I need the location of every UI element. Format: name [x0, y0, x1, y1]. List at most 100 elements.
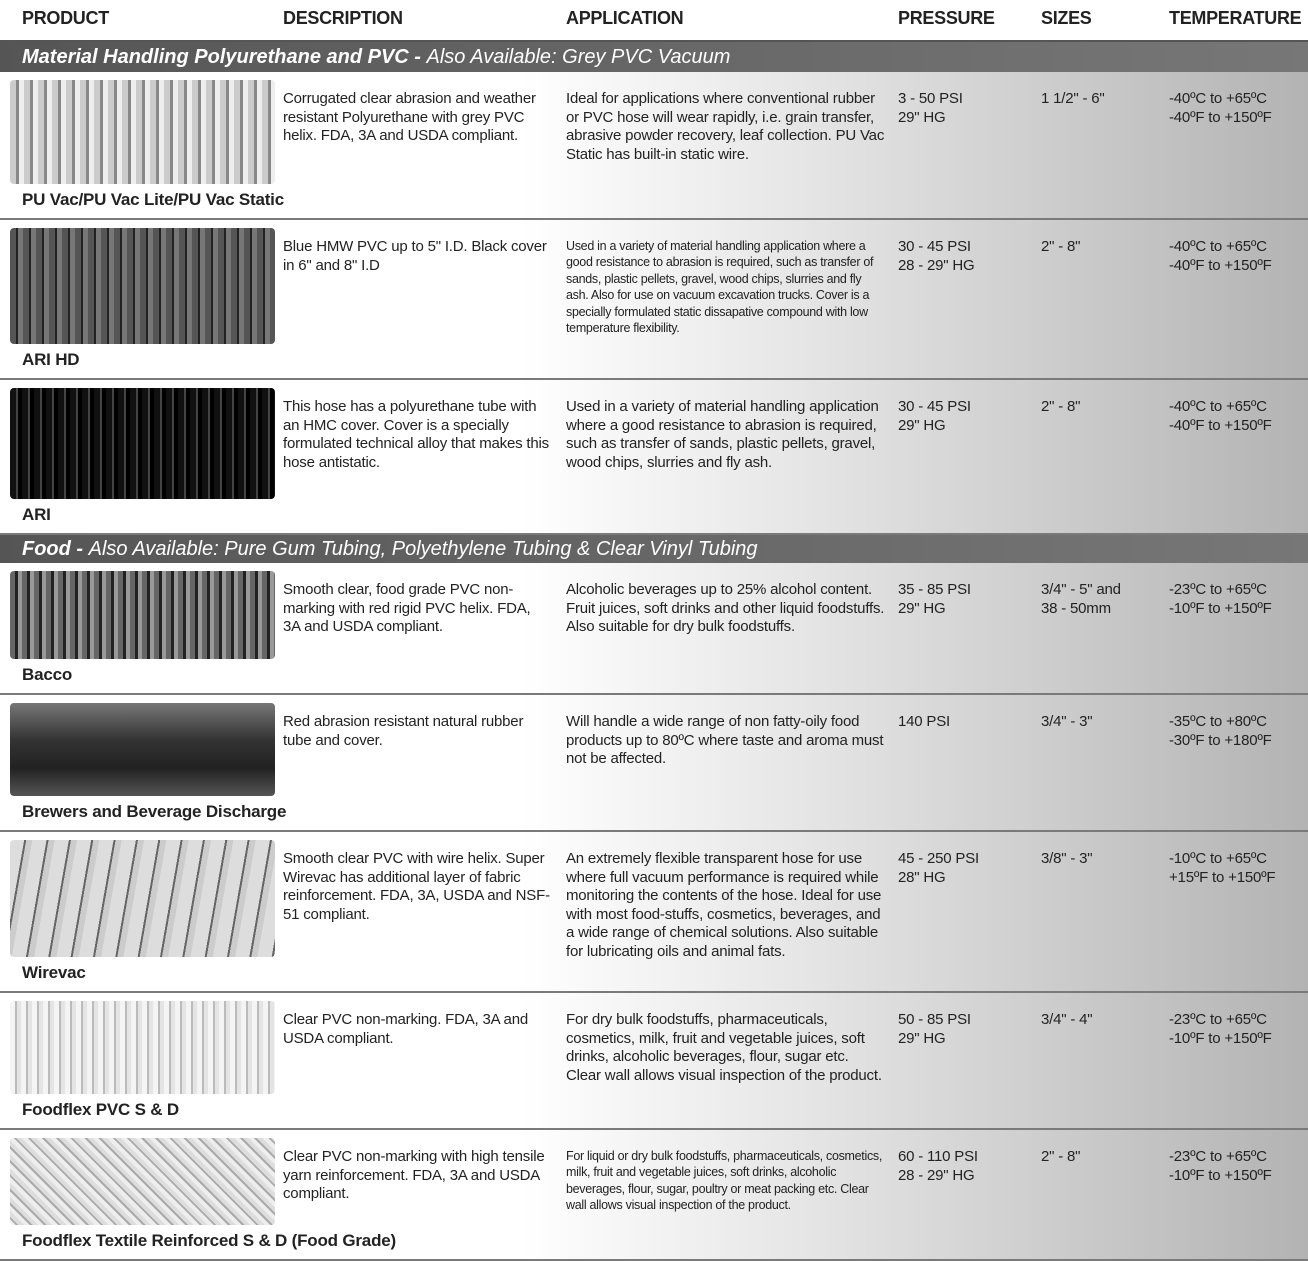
pressure-line: 29" HG [898, 1029, 946, 1047]
hose-image [10, 703, 275, 796]
sizes-line: 2" - 8" [1041, 1148, 1081, 1165]
sizes-line: 3/8" - 3" [1041, 850, 1093, 867]
sizes: 3/4" - 5" and 38 - 50mm [1041, 581, 1161, 618]
temperature-line: -10ºF to +150ºF [1169, 1029, 1272, 1047]
product-name: Wirevac [22, 963, 86, 982]
product-name: PU Vac/PU Vac Lite/PU Vac Static [22, 190, 284, 209]
product-row: PU Vac/PU Vac Lite/PU Vac Static Corrugat… [0, 72, 1308, 220]
product-name: Bacco [22, 665, 73, 684]
sizes: 3/4" - 3" [1041, 713, 1161, 732]
temperature: -23ºC to +65ºC -10ºF to +150ºF [1169, 581, 1304, 618]
column-header: SIZES [1041, 8, 1092, 28]
application: Used in a variety of material handling a… [566, 398, 879, 471]
temperature-line: -23ºC to +65ºC [1169, 581, 1267, 598]
application: Ideal for applications where conventiona… [566, 90, 885, 163]
temperature-line: -23ºC to +65ºC [1169, 1011, 1267, 1028]
description: This hose has a polyurethane tube with a… [283, 398, 549, 471]
sizes-line: 1 1/2" - 6" [1041, 90, 1105, 107]
pressure-line: 28" HG [898, 868, 946, 886]
temperature: -35ºC to +80ºC -30ºF to +180ºF [1169, 713, 1304, 750]
temperature-line: -40ºC to +65ºC [1169, 238, 1267, 255]
sizes-line: 3/4" - 5" and [1041, 581, 1121, 598]
pressure-line: 35 - 85 PSI [898, 581, 971, 598]
temperature: -40ºC to +65ºC -40ºF to +150ºF [1169, 238, 1304, 275]
product-name: Brewers and Beverage Discharge [22, 802, 287, 821]
pressure-line: 140 PSI [898, 713, 950, 730]
column-header: TEMPERATURE [1169, 8, 1302, 28]
hose-image [10, 80, 275, 184]
description: Clear PVC non-marking. FDA, 3A and USDA … [283, 1011, 528, 1047]
temperature-line: -30ºF to +180ºF [1169, 731, 1272, 749]
hose-image [10, 571, 275, 659]
section-subtitle: Also Available: Pure Gum Tubing, Polyeth… [88, 538, 758, 560]
product-row: Bacco Smooth clear, food grade PVC non-ma… [0, 563, 1308, 695]
application: An extremely flexible transparent hose f… [566, 850, 882, 960]
product-name: ARI HD [22, 350, 80, 369]
temperature: -23ºC to +65ºC -10ºF to +150ºF [1169, 1011, 1304, 1048]
product-row: Foodflex Textile Reinforced S & D (Food … [0, 1130, 1308, 1261]
temperature-line: -23ºC to +65ºC [1169, 1148, 1267, 1165]
sizes-line: 2" - 8" [1041, 398, 1081, 415]
product-name: Foodflex Textile Reinforced S & D (Food … [22, 1231, 396, 1250]
application: Alcoholic beverages up to 25% alcohol co… [566, 581, 885, 635]
product-name: Foodflex PVC S & D [22, 1100, 179, 1119]
temperature-line: -40ºC to +65ºC [1169, 398, 1267, 415]
product-name: ARI [22, 505, 51, 524]
product-row: Foodflex PVC S & D Clear PVC non-marking.… [0, 993, 1308, 1130]
description: Corrugated clear abrasion and weather re… [283, 90, 536, 144]
product-row: ARI This hose has a polyurethane tube wit… [0, 380, 1308, 535]
section-header: Food - Also Available: Pure Gum Tubing, … [0, 535, 1308, 563]
sizes: 3/8" - 3" [1041, 850, 1161, 869]
column-header: APPLICATION [566, 8, 684, 28]
hose-image [10, 840, 275, 957]
hose-image [10, 388, 275, 499]
pressure: 60 - 110 PSI 28 - 29" HG [898, 1148, 1033, 1185]
hose-image [10, 1138, 275, 1225]
application: Used in a variety of material handling a… [566, 239, 874, 336]
sizes-line: 2" - 8" [1041, 238, 1081, 255]
pressure: 30 - 45 PSI 28 - 29" HG [898, 238, 1033, 275]
description: Red abrasion resistant natural rubber tu… [283, 713, 524, 749]
pressure-line: 29" HG [898, 108, 946, 126]
temperature-line: -35ºC to +80ºC [1169, 713, 1267, 730]
pressure: 35 - 85 PSI 29" HG [898, 581, 1033, 618]
header-rule [0, 40, 1308, 42]
pressure: 50 - 85 PSI 29" HG [898, 1011, 1033, 1048]
hose-image [10, 228, 275, 344]
pressure: 3 - 50 PSI 29" HG [898, 90, 1033, 127]
sizes: 3/4" - 4" [1041, 1011, 1161, 1030]
sizes-line: 38 - 50mm [1041, 599, 1111, 617]
pressure-line: 28 - 29" HG [898, 256, 975, 274]
description: Clear PVC non-marking with high tensile … [283, 1148, 545, 1202]
product-row: ARI HD Blue HMW PVC up to 5" I.D. Black c… [0, 220, 1308, 380]
column-header: PRODUCT [22, 8, 109, 28]
pressure: 140 PSI [898, 713, 1033, 732]
pressure-line: 29" HG [898, 416, 946, 434]
temperature-line: +15ºF to +150ºF [1169, 868, 1276, 886]
pressure-line: 50 - 85 PSI [898, 1011, 971, 1028]
temperature-line: -40ºF to +150ºF [1169, 416, 1272, 434]
column-header: PRESSURE [898, 8, 995, 28]
product-row: Wirevac Smooth clear PVC with wire helix.… [0, 832, 1308, 993]
pressure-line: 30 - 45 PSI [898, 238, 971, 255]
pressure-line: 28 - 29" HG [898, 1166, 975, 1184]
pressure-line: 30 - 45 PSI [898, 398, 971, 415]
temperature-line: -40ºF to +150ºF [1169, 108, 1272, 126]
section-subtitle: Also Available: Grey PVC Vacuum [426, 46, 731, 68]
temperature-line: -40ºF to +150ºF [1169, 256, 1272, 274]
description: Smooth clear, food grade PVC non-marking… [283, 581, 531, 635]
sizes-line: 3/4" - 3" [1041, 713, 1093, 730]
temperature: -40ºC to +65ºC -40ºF to +150ºF [1169, 90, 1304, 127]
pressure: 45 - 250 PSI 28" HG [898, 850, 1033, 887]
section-title: Food - [22, 538, 89, 560]
pressure-line: 45 - 250 PSI [898, 850, 979, 867]
pressure-line: 60 - 110 PSI [898, 1148, 978, 1165]
temperature-line: -10ºC to +65ºC [1169, 850, 1267, 867]
pressure-line: 29" HG [898, 599, 946, 617]
application: For liquid or dry bulk foodstuffs, pharm… [566, 1149, 883, 1213]
temperature: -10ºC to +65ºC +15ºF to +150ºF [1169, 850, 1304, 887]
application: For dry bulk foodstuffs, pharmaceuticals… [566, 1011, 882, 1084]
pressure-line: 3 - 50 PSI [898, 90, 963, 107]
product-row: Brewers and Beverage Discharge Red abrasi… [0, 695, 1308, 832]
sizes-line: 3/4" - 4" [1041, 1011, 1093, 1028]
